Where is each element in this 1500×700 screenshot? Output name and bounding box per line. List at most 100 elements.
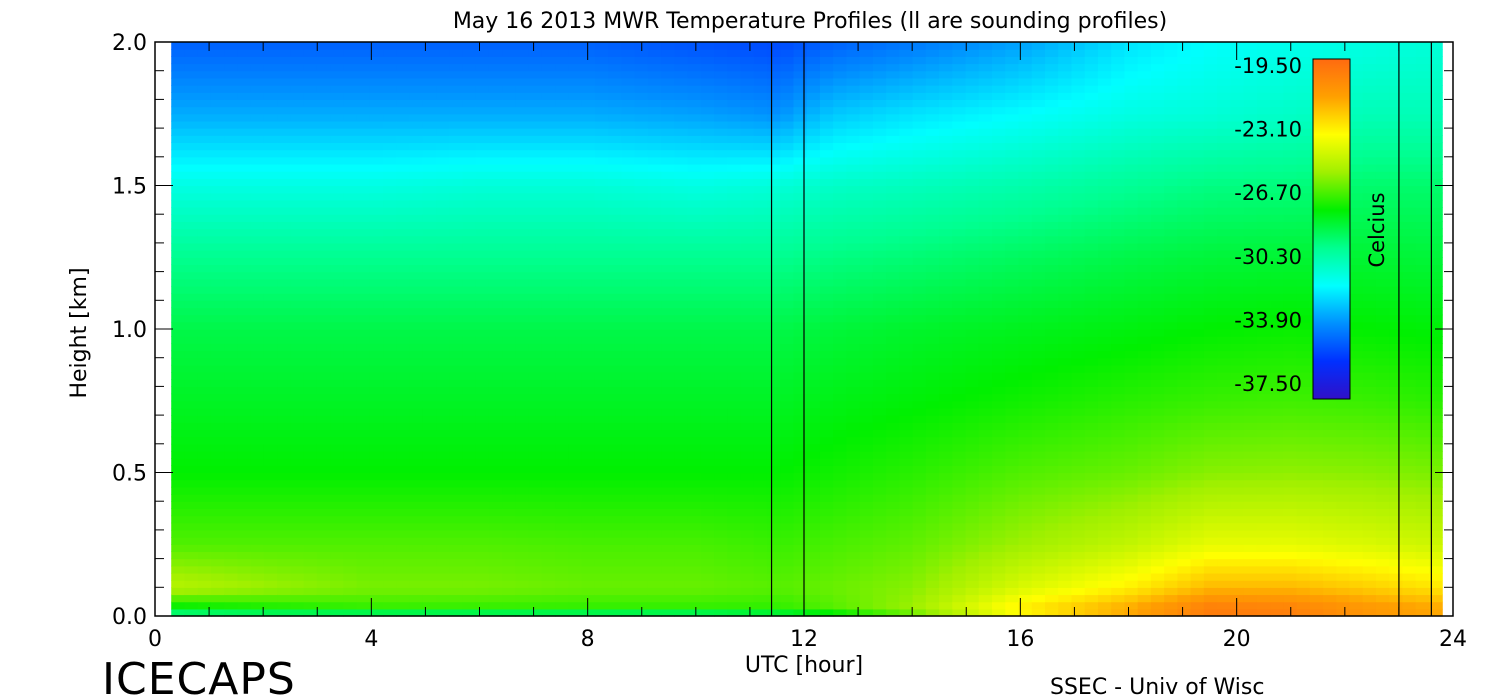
heatmap-cell — [462, 56, 477, 65]
heatmap-cell — [475, 278, 490, 287]
heatmap-cell — [594, 522, 609, 531]
heatmap-cell — [846, 128, 861, 136]
heatmap-cell — [939, 357, 953, 366]
heatmap-cell — [210, 551, 225, 560]
heatmap-cell — [859, 171, 874, 179]
heatmap-cell — [753, 149, 768, 158]
heatmap-cell — [541, 415, 556, 423]
heatmap-cell — [581, 379, 596, 387]
heatmap-cell — [369, 379, 384, 387]
heatmap-cell — [833, 558, 848, 567]
heatmap-cell — [965, 85, 980, 93]
heatmap-cell — [872, 336, 887, 344]
heatmap-cell — [277, 92, 291, 100]
heatmap-cell — [780, 422, 795, 431]
heatmap-cell — [541, 178, 556, 187]
heatmap-cell — [515, 458, 530, 466]
heatmap-cell — [171, 271, 186, 280]
heatmap-cell — [647, 558, 662, 567]
heatmap-cell — [303, 422, 318, 431]
heatmap-cell — [171, 608, 186, 617]
heatmap-cell — [263, 443, 278, 452]
heatmap-cell — [740, 587, 755, 596]
heatmap-cell — [502, 106, 517, 115]
heatmap-cell — [674, 149, 689, 158]
heatmap-cell — [263, 235, 278, 244]
heatmap-cell — [449, 479, 464, 488]
heatmap-cell — [210, 544, 225, 553]
heatmap-cell — [608, 436, 622, 445]
heatmap-cell — [978, 264, 993, 273]
heatmap-cell — [290, 422, 305, 431]
heatmap-cell — [224, 163, 239, 172]
heatmap-cell — [528, 494, 543, 502]
heatmap-cell — [303, 293, 318, 301]
heatmap-cell — [899, 558, 914, 567]
heatmap-cell — [316, 207, 331, 215]
heatmap-cell — [515, 156, 530, 165]
heatmap-cell — [766, 49, 781, 57]
heatmap-cell — [396, 264, 411, 273]
heatmap-cell — [647, 99, 662, 108]
heatmap-cell — [449, 257, 464, 266]
heatmap-cell — [303, 321, 318, 330]
heatmap-cell — [316, 479, 331, 488]
heatmap-cell — [436, 544, 450, 553]
heatmap-cell — [250, 264, 265, 273]
heatmap-cell — [939, 472, 953, 481]
heatmap-cell — [886, 56, 900, 65]
heatmap-cell — [846, 580, 861, 588]
heatmap-cell — [753, 537, 768, 545]
heatmap-cell — [846, 465, 861, 474]
heatmap-cell — [740, 522, 755, 531]
heatmap-cell — [833, 479, 848, 488]
heatmap-cell — [237, 407, 252, 416]
heatmap-cell — [263, 450, 278, 459]
heatmap-cell — [528, 343, 543, 352]
heatmap-cell — [528, 407, 543, 416]
heatmap-cell — [753, 422, 768, 431]
heatmap-cell — [290, 106, 305, 115]
heatmap-cell — [237, 429, 252, 438]
heatmap-cell — [475, 415, 490, 423]
heatmap-cell — [502, 293, 517, 301]
heatmap-cell — [833, 156, 848, 165]
heatmap-cell — [594, 207, 609, 215]
heatmap-cell — [449, 207, 464, 215]
heatmap-cell — [210, 372, 225, 380]
heatmap-cell — [952, 522, 967, 531]
heatmap-cell — [925, 436, 940, 445]
heatmap-cell — [899, 242, 914, 251]
heatmap-cell — [886, 429, 900, 438]
heatmap-cell — [502, 221, 517, 230]
heatmap-cell — [396, 56, 411, 65]
heatmap-cell — [330, 257, 344, 266]
heatmap-cell — [396, 529, 411, 538]
heatmap-cell — [647, 580, 662, 588]
heatmap-cell — [488, 314, 503, 323]
heatmap-cell — [541, 587, 556, 596]
heatmap-cell — [356, 171, 371, 179]
heatmap-cell — [872, 522, 887, 531]
heatmap-cell — [383, 515, 397, 524]
heatmap-cell — [965, 156, 980, 165]
heatmap-cell — [899, 565, 914, 574]
heatmap-cell — [277, 594, 291, 603]
heatmap-cell — [184, 142, 199, 151]
heatmap-cell — [422, 558, 437, 567]
heatmap-cell — [859, 106, 874, 115]
heatmap-cell — [568, 42, 583, 50]
heatmap-cell — [277, 285, 291, 294]
heatmap-cell — [952, 551, 967, 560]
heatmap-cell — [263, 479, 278, 488]
heatmap-cell — [872, 544, 887, 553]
heatmap-cell — [647, 321, 662, 330]
heatmap-cell — [872, 271, 887, 280]
heatmap-cell — [766, 120, 781, 129]
heatmap-cell — [462, 199, 477, 208]
heatmap-cell — [846, 587, 861, 596]
heatmap-cell — [488, 572, 503, 581]
heatmap-cell — [290, 199, 305, 208]
heatmap-cell — [581, 120, 596, 129]
heatmap-cell — [952, 185, 967, 194]
